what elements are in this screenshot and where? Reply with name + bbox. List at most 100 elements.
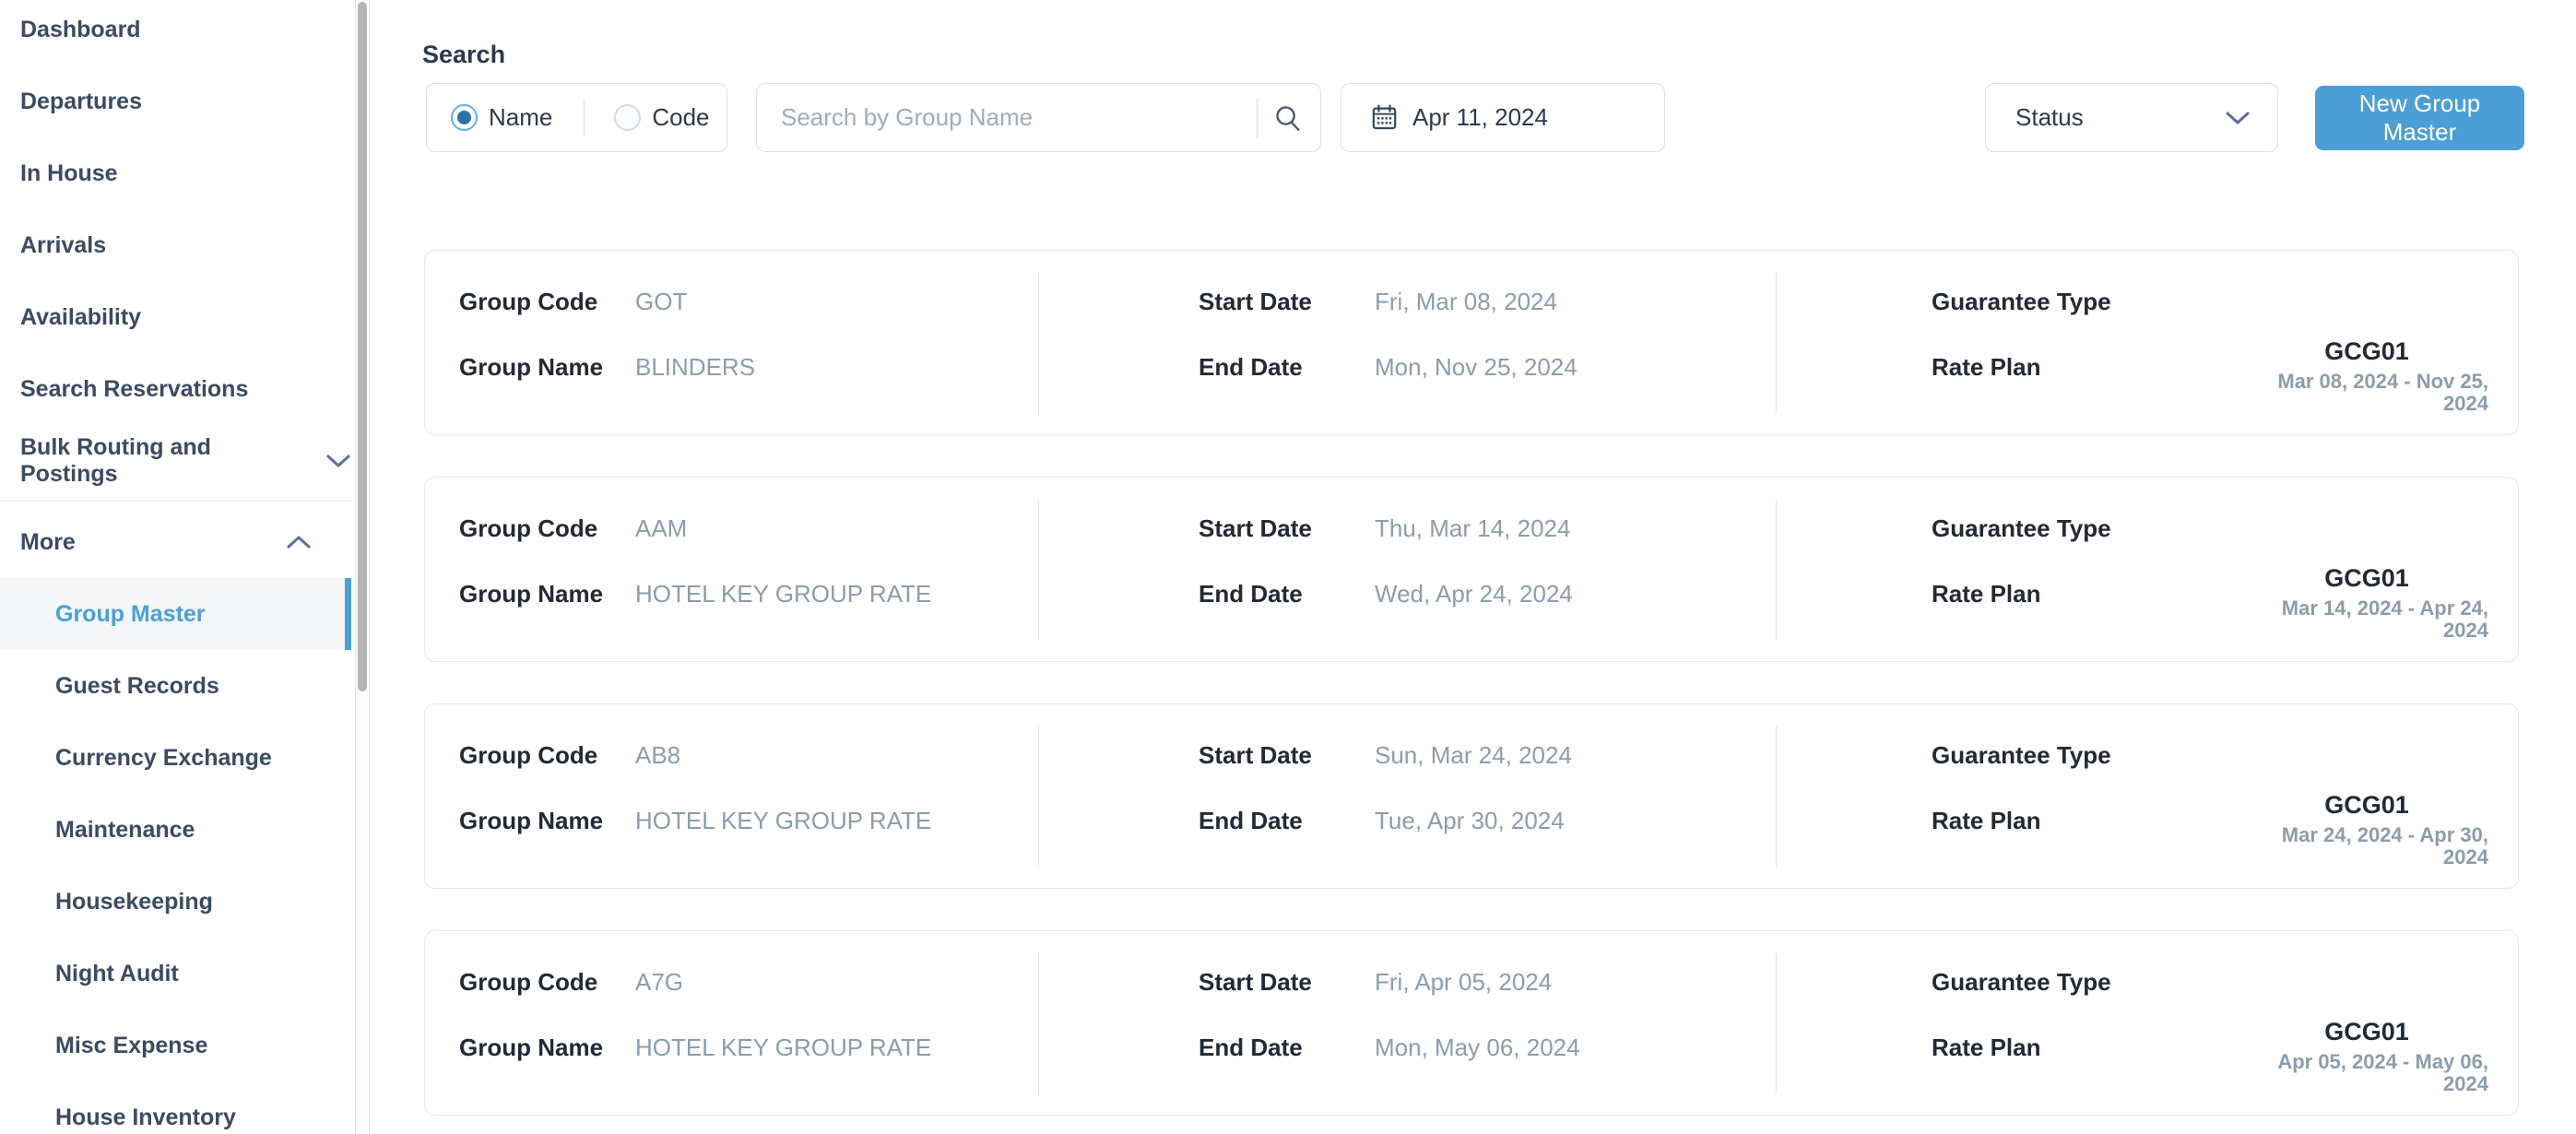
group-code-value: GOT <box>635 288 688 315</box>
rate-plan-date-range: Mar 08, 2024 - Nov 25, 2024 <box>2277 370 2488 415</box>
group-name-label: Group Name <box>459 1034 604 1061</box>
group-code-label: Group Code <box>459 968 598 996</box>
date-value: Apr 11, 2024 <box>1412 103 1548 131</box>
rate-plan-label: Rate Plan <box>1932 1034 2041 1061</box>
search-input[interactable] <box>779 102 1257 133</box>
sidebar-item-house-inventory[interactable]: House Inventory <box>0 1081 351 1134</box>
rate-plan-code: GCG01 <box>2324 1018 2409 1045</box>
sidebar-item-arrivals[interactable]: Arrivals <box>0 209 351 281</box>
date-picker[interactable]: Apr 11, 2024 <box>1341 83 1665 152</box>
rate-plan-label: Rate Plan <box>1932 580 2041 608</box>
end-date-value: Mon, May 06, 2024 <box>1375 1034 1580 1061</box>
search-by-toggle: Name Code <box>426 83 727 152</box>
radio-name-label: Name <box>489 103 553 131</box>
rate-plan-label: Rate Plan <box>1932 807 2041 834</box>
group-name-label: Group Name <box>459 353 604 381</box>
sidebar-item-bulk-routing-and-postings[interactable]: Bulk Routing and Postings <box>0 425 351 497</box>
rate-plan-date-range: Mar 24, 2024 - Apr 30, 2024 <box>2281 823 2488 868</box>
group-name-label: Group Name <box>459 807 604 834</box>
sidebar-item-misc-expense[interactable]: Misc Expense <box>0 1010 351 1081</box>
sidebar-item-search-reservations[interactable]: Search Reservations <box>0 353 351 425</box>
radio-option-name[interactable]: Name <box>451 103 552 132</box>
radio-option-code[interactable]: Code <box>614 103 710 132</box>
card-divider <box>1038 273 1039 414</box>
sidebar-nav: Dashboard Departures In House Arrivals A… <box>0 0 351 1134</box>
sidebar-item-label: Dashboard <box>20 16 141 42</box>
new-group-master-button[interactable]: New Group Master <box>2315 86 2524 150</box>
sidebar-item-availability[interactable]: Availability <box>0 281 351 353</box>
start-date-value: Fri, Apr 05, 2024 <box>1375 968 1553 996</box>
group-code-value: AAM <box>635 514 688 542</box>
sidebar-item-currency-exchange[interactable]: Currency Exchange <box>0 722 351 794</box>
end-date-label: End Date <box>1199 353 1303 381</box>
rate-plan-summary: GCG01 Mar 08, 2024 - Nov 25, 2024 <box>2245 337 2488 415</box>
sidebar-item-departures[interactable]: Departures <box>0 65 351 137</box>
sidebar-item-group-master[interactable]: Group Master <box>0 578 351 650</box>
guarantee-type-label: Guarantee Type <box>1932 968 2111 996</box>
sidebar-item-maintenance[interactable]: Maintenance <box>0 794 351 866</box>
sidebar-item-label: Arrivals <box>20 231 107 258</box>
sidebar-item-label: House Inventory <box>55 1104 236 1130</box>
sidebar-item-guest-records[interactable]: Guest Records <box>0 650 351 722</box>
sidebar-item-housekeeping[interactable]: Housekeeping <box>0 866 351 938</box>
group-name-value: BLINDERS <box>635 353 756 381</box>
search-section-title: Search <box>422 41 506 68</box>
start-date-label: Start Date <box>1199 968 1312 996</box>
main-content: Search Name Code <box>372 0 2576 1134</box>
rate-plan-summary: GCG01 Apr 05, 2024 - May 06, 2024 <box>2245 1018 2488 1095</box>
calendar-icon <box>1369 102 1400 133</box>
card-divider <box>1776 273 1777 414</box>
card-divider <box>1776 953 1777 1094</box>
group-code-value: AB8 <box>635 741 681 769</box>
sidebar-item-label: More <box>20 528 76 555</box>
group-name-label: Group Name <box>459 580 604 608</box>
sidebar: Dashboard Departures In House Arrivals A… <box>0 0 351 1134</box>
sidebar-divider <box>0 497 351 506</box>
sidebar-item-more[interactable]: More <box>0 506 351 578</box>
start-date-value: Fri, Mar 08, 2024 <box>1375 288 1557 315</box>
rate-plan-summary: GCG01 Mar 24, 2024 - Apr 30, 2024 <box>2245 791 2488 868</box>
sidebar-scrollbar-track <box>355 0 370 1134</box>
guarantee-type-label: Guarantee Type <box>1932 514 2111 542</box>
search-button[interactable] <box>1272 102 1304 134</box>
search-icon <box>1272 102 1304 134</box>
sidebar-item-night-audit[interactable]: Night Audit <box>0 938 351 1010</box>
rate-plan-code: GCG01 <box>2324 791 2409 819</box>
status-dropdown-label: Status <box>2015 103 2084 131</box>
radio-unselected-icon <box>614 104 642 131</box>
sidebar-item-label: Availability <box>20 303 142 330</box>
rate-plan-summary: GCG01 Mar 14, 2024 - Apr 24, 2024 <box>2245 564 2488 642</box>
radio-group-divider <box>584 99 585 136</box>
end-date-value: Mon, Nov 25, 2024 <box>1375 353 1578 381</box>
sidebar-item-label: Misc Expense <box>55 1032 208 1058</box>
radio-code-label: Code <box>652 103 710 131</box>
group-code-label: Group Code <box>459 741 598 769</box>
sidebar-scrollbar-thumb[interactable] <box>358 2 367 691</box>
status-dropdown[interactable]: Status <box>1985 83 2278 152</box>
guarantee-type-label: Guarantee Type <box>1932 288 2111 315</box>
sidebar-item-label: Search Reservations <box>20 375 249 402</box>
sidebar-item-in-house[interactable]: In House <box>0 137 351 209</box>
group-card[interactable]: Group Code A7G Group Name HOTEL KEY GROU… <box>424 930 2519 1116</box>
start-date-label: Start Date <box>1199 741 1312 769</box>
group-search-box <box>756 83 1321 152</box>
group-name-value: HOTEL KEY GROUP RATE <box>635 1034 932 1061</box>
sidebar-item-label: In House <box>20 159 118 186</box>
group-card[interactable]: Group Code AAM Group Name HOTEL KEY GROU… <box>424 477 2519 662</box>
end-date-label: End Date <box>1199 580 1303 608</box>
sidebar-item-label: Bulk Routing and Postings <box>20 434 211 487</box>
sidebar-item-label: Housekeeping <box>55 888 213 915</box>
group-name-value: HOTEL KEY GROUP RATE <box>635 807 932 834</box>
rate-plan-code: GCG01 <box>2324 564 2409 592</box>
sidebar-item-dashboard[interactable]: Dashboard <box>0 0 351 65</box>
search-box-divider <box>1257 97 1258 138</box>
card-divider <box>1776 500 1777 641</box>
rate-plan-date-range: Apr 05, 2024 - May 06, 2024 <box>2277 1050 2488 1095</box>
group-card[interactable]: Group Code AB8 Group Name HOTEL KEY GROU… <box>424 703 2519 889</box>
chevron-down-icon <box>2224 109 2251 127</box>
chevron-up-icon <box>286 534 312 550</box>
group-card[interactable]: Group Code GOT Group Name BLINDERS Start… <box>424 250 2519 435</box>
end-date-value: Tue, Apr 30, 2024 <box>1375 807 1565 834</box>
group-master-list: Group Code GOT Group Name BLINDERS Start… <box>424 250 2519 1134</box>
